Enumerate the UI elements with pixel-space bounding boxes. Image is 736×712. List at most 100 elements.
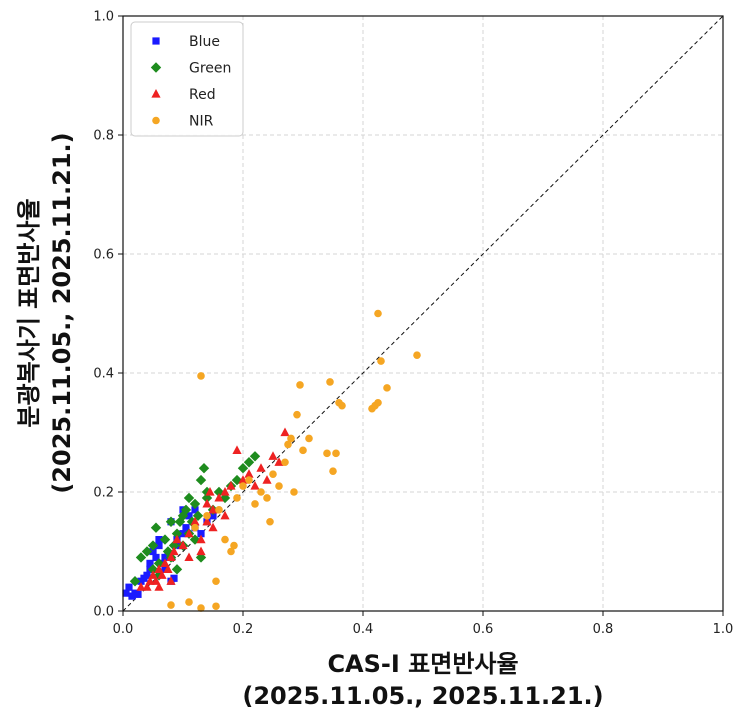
nir-point [296, 381, 304, 389]
nir-point [191, 523, 199, 532]
nir-point [251, 500, 259, 508]
green-point [180, 504, 192, 516]
blue-point [209, 512, 217, 520]
red-point [169, 546, 179, 556]
nir-point [197, 372, 205, 380]
green-point [243, 457, 255, 468]
green-point [249, 451, 261, 462]
legend-marker-blue [152, 37, 160, 45]
x-axis-title: CAS-I 표면반사율 [327, 650, 518, 678]
red-point [220, 510, 230, 520]
y-tick-label: 1.0 [93, 10, 114, 25]
red-point [205, 487, 215, 496]
nir-point [281, 458, 289, 467]
green-point [189, 534, 201, 545]
green-point [153, 570, 165, 581]
nir-point [203, 512, 211, 520]
y-axis-title: 분광복사기 표면반사율 [15, 198, 43, 427]
blue-point [191, 506, 199, 514]
red-point [163, 564, 173, 573]
red-point [274, 457, 284, 466]
nir-point [332, 449, 340, 458]
nir-point [329, 467, 337, 475]
blue-point [161, 553, 169, 562]
nir-point [413, 351, 421, 359]
legend-label-green: Green [189, 61, 231, 77]
y-tick-label: 0.6 [93, 248, 114, 263]
nir-point [338, 401, 346, 410]
green-point [135, 552, 147, 563]
red-point [142, 582, 152, 591]
blue-point [125, 583, 133, 591]
nir-point [239, 482, 247, 490]
x-tick-label: 0.0 [113, 622, 134, 637]
nir-point [197, 604, 205, 612]
nir-point [266, 517, 274, 526]
x-tick-label: 0.8 [593, 622, 614, 637]
red-point [238, 475, 248, 484]
nir-point [377, 357, 385, 365]
x-tick-label: 0.2 [233, 622, 254, 637]
red-point [208, 504, 218, 514]
red-point [220, 487, 230, 496]
green-point [147, 564, 159, 575]
blue-point [149, 547, 157, 556]
red-point [244, 469, 254, 478]
blue-point [179, 530, 187, 538]
red-point [184, 552, 194, 562]
green-point [141, 546, 153, 557]
green-point [198, 463, 210, 474]
blue-point [152, 553, 160, 562]
nir-point [221, 535, 229, 544]
y-tick-label: 0.8 [93, 129, 114, 144]
nir-point [305, 434, 313, 443]
green-point [150, 522, 162, 533]
red-point [250, 481, 260, 490]
blue-point [155, 536, 163, 544]
nir-point [290, 488, 298, 496]
one-to-one-reference-line [122, 15, 724, 612]
y-tick-label: 0.4 [93, 367, 114, 382]
red-point [172, 534, 182, 544]
red-point [178, 540, 188, 550]
green-point [189, 498, 201, 510]
y-axis-ticks: 0.0 0.2 0.4 0.6 0.8 1.0 [93, 10, 123, 620]
nir-point [284, 440, 292, 449]
green-point [159, 534, 171, 545]
red-point [232, 445, 242, 454]
green-point [195, 552, 207, 563]
red-point [148, 570, 158, 579]
red-point [151, 576, 161, 585]
red-point [262, 475, 272, 484]
red-point [226, 481, 236, 490]
nir-point [212, 577, 220, 586]
green-point [195, 474, 207, 486]
nir-point [233, 494, 241, 502]
red-point [268, 451, 278, 460]
y-tick-label: 0.2 [93, 486, 114, 501]
red-point [160, 558, 170, 567]
nir-point [374, 309, 382, 318]
nir-point [230, 541, 238, 550]
green-point [201, 492, 213, 504]
red-point [190, 516, 200, 526]
green-point [237, 463, 249, 474]
green-point [213, 486, 225, 498]
nir-point [374, 398, 382, 407]
legend-label-red: Red [189, 87, 216, 103]
x-axis-subtitle: (2025.11.05., 2025.11.21.) [242, 682, 603, 710]
red-point [145, 576, 155, 585]
green-point [153, 558, 165, 569]
nir-point [257, 488, 265, 496]
blue-point [197, 530, 205, 538]
nir-point [185, 598, 193, 606]
nir-point [215, 506, 223, 514]
blue-point [161, 565, 169, 573]
green-point [171, 564, 183, 575]
red-point [214, 492, 224, 502]
red-point [184, 528, 194, 538]
data-points [122, 309, 421, 612]
nir-point [212, 602, 220, 611]
nir-point [275, 482, 283, 490]
